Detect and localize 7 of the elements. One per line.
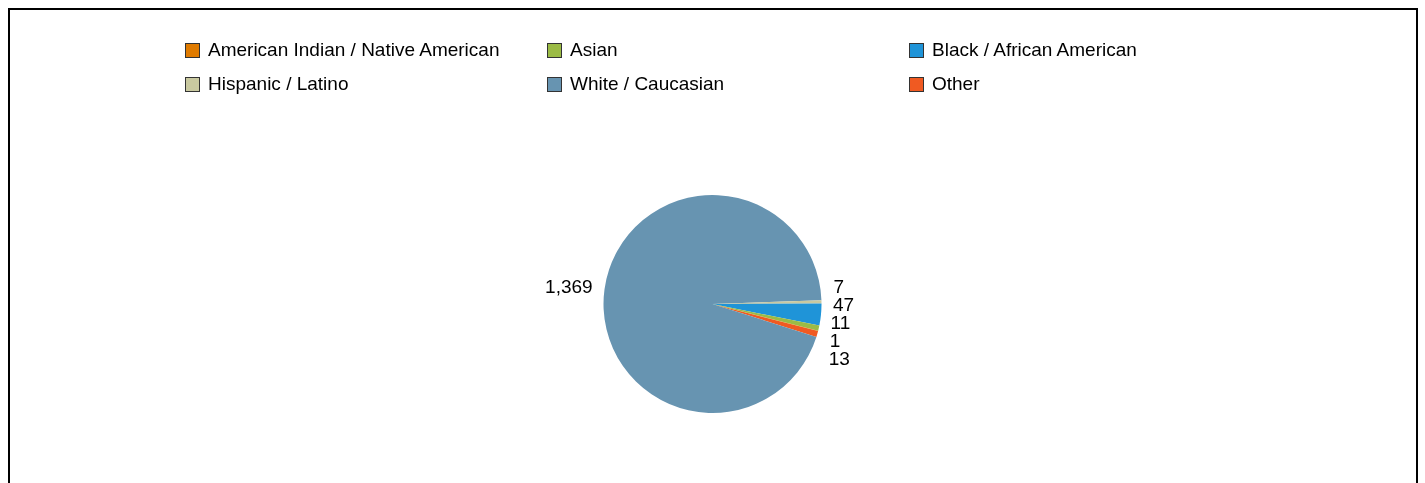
legend-label: Black / African American [932, 39, 1137, 61]
legend-label: American Indian / Native American [208, 39, 500, 61]
legend-label: Other [932, 73, 980, 95]
legend-label: Asian [570, 39, 618, 61]
data-label: 1,369 [545, 275, 593, 297]
legend-label: Hispanic / Latino [208, 73, 349, 95]
legend-label: White / Caucasian [570, 73, 725, 95]
